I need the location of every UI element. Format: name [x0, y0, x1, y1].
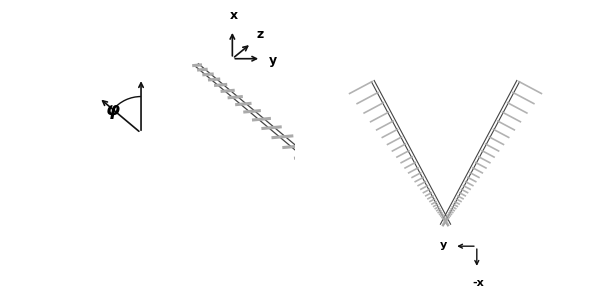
Text: z: z: [257, 28, 264, 41]
Text: y: y: [440, 240, 447, 250]
Text: x: x: [230, 9, 238, 22]
Text: y: y: [269, 53, 277, 67]
Text: φ: φ: [105, 100, 119, 119]
Text: -x: -x: [472, 278, 484, 287]
